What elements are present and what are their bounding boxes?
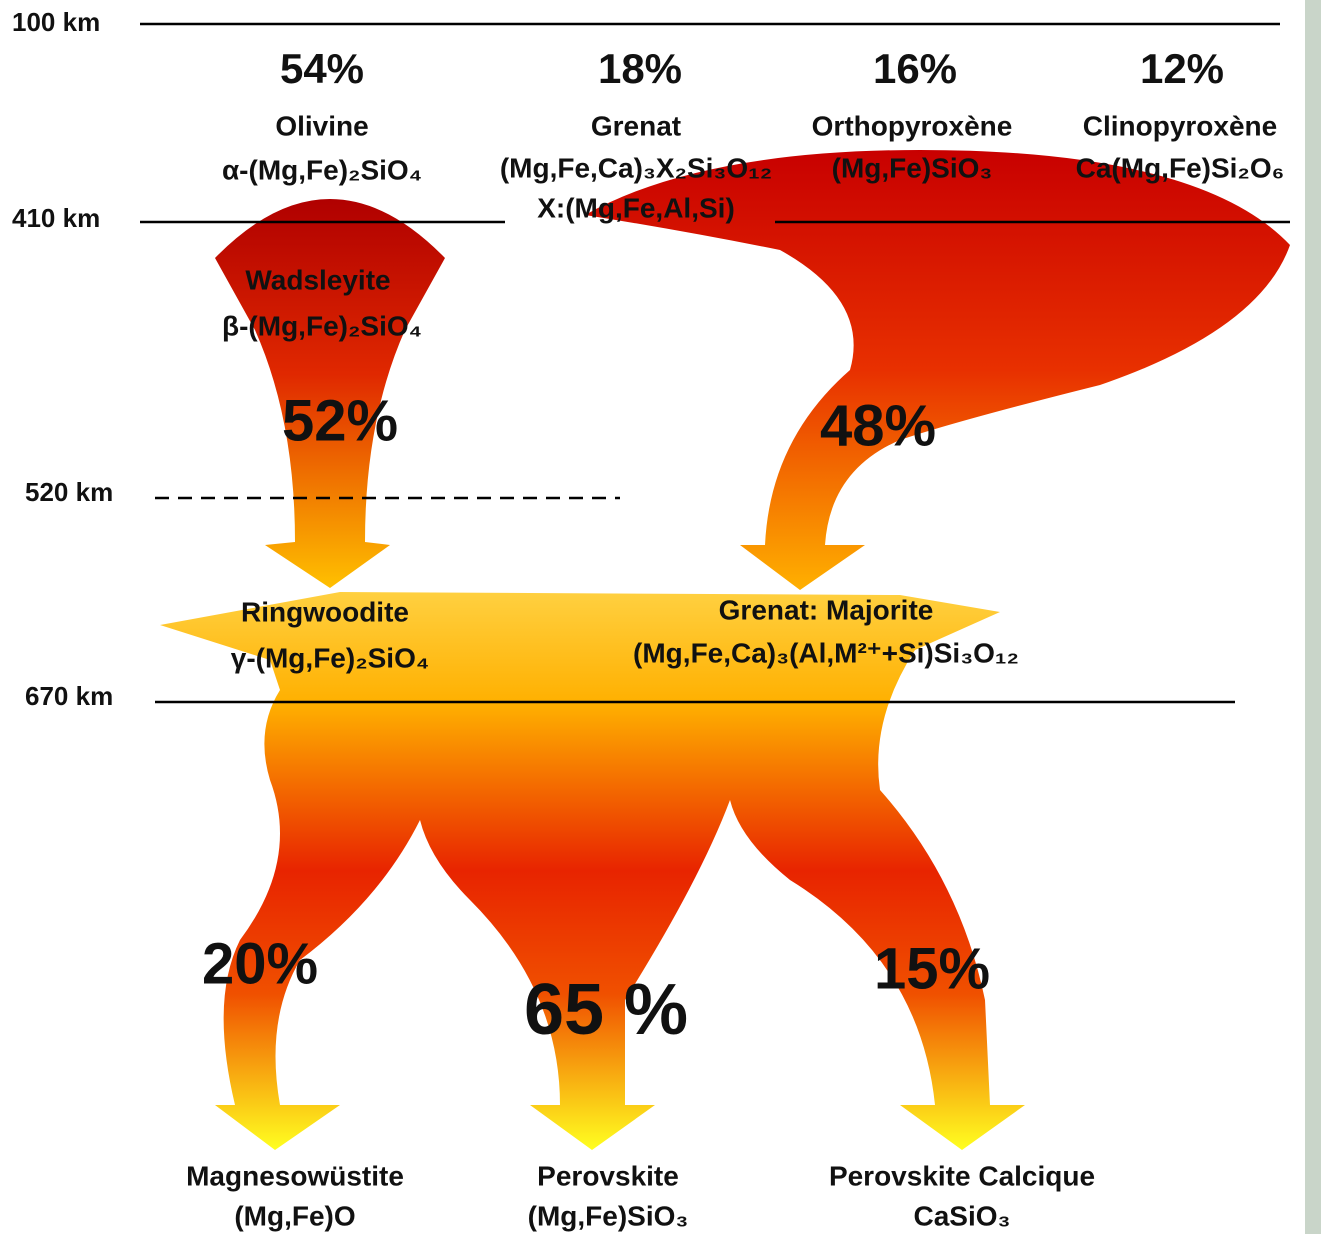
mineral-name: Magnesowüstite — [186, 1160, 404, 1191]
depth-label: 670 km — [25, 681, 113, 711]
formula: Ca(Mg,Fe)Si₂O₆ — [1076, 152, 1285, 183]
depth-label: 520 km — [25, 477, 113, 507]
percent: 52% — [282, 388, 398, 453]
mineral-name: Olivine — [275, 110, 368, 141]
formula: β-(Mg,Fe)₂SiO₄ — [222, 310, 422, 341]
percent: 18% — [598, 45, 682, 92]
formula: CaSiO₃ — [914, 1200, 1011, 1231]
percent: 15% — [874, 936, 990, 1001]
percent: 12% — [1140, 45, 1224, 92]
formula: (Mg,Fe)SiO₃ — [528, 1200, 689, 1231]
depth-label: 410 km — [12, 203, 100, 233]
percent: 16% — [873, 45, 957, 92]
formula: (Mg,Fe)SiO₃ — [832, 152, 993, 183]
mineral-name: Grenat — [591, 110, 681, 141]
percent: 20% — [202, 931, 318, 996]
formula: α-(Mg,Fe)₂SiO₄ — [222, 154, 422, 185]
side-stripe — [1305, 0, 1321, 1234]
mineral-name: Grenat: Majorite — [719, 594, 934, 625]
mineral-name: Perovskite Calcique — [829, 1160, 1095, 1191]
depth-label: 100 km — [12, 7, 100, 37]
mineral-name: Clinopyroxène — [1083, 110, 1277, 141]
formula: (Mg,Fe,Ca)₃(Al,M²⁺+Si)Si₃O₁₂ — [633, 637, 1019, 668]
mineral-name: Perovskite — [537, 1160, 679, 1191]
formula: (Mg,Fe,Ca)₃X₂Si₃O₁₂ — [500, 152, 772, 183]
olivine-flow — [215, 199, 445, 588]
formula: γ-(Mg,Fe)₂SiO₄ — [231, 642, 429, 673]
lower-mantle-flow — [160, 592, 1025, 1150]
percent: 65 % — [524, 970, 688, 1050]
formula: (Mg,Fe)O — [234, 1200, 355, 1231]
mineral-name: Ringwoodite — [241, 596, 409, 627]
percent: 48% — [820, 393, 936, 458]
mineral-name: Orthopyroxène — [812, 110, 1013, 141]
mineral-name: Wadsleyite — [245, 264, 390, 295]
pyroxene-garnet-flow — [585, 150, 1290, 590]
percent: 54% — [280, 45, 364, 92]
garnet-note: X:(Mg,Fe,Al,Si) — [537, 192, 735, 223]
